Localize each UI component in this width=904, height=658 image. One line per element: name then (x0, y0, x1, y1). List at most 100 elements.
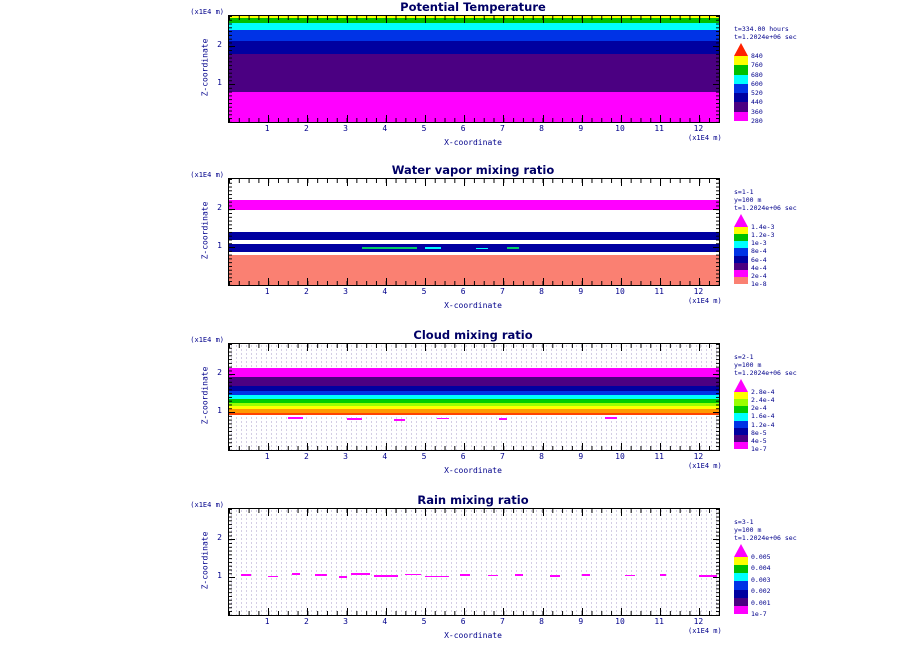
colorbar-cell (734, 434, 748, 442)
x-tick-label: 2 (303, 617, 309, 626)
x-major-tick (699, 16, 701, 23)
x-major-tick (699, 115, 701, 122)
x-major-tick (425, 344, 426, 351)
x-major-tick (621, 344, 622, 351)
x-major-tick (425, 16, 426, 23)
x-major-tick (503, 608, 505, 615)
z-unit-label: (x1E4 m) (190, 8, 224, 16)
z-axis-title: Z-coordinate (200, 38, 210, 97)
annotation-line: t=1.2024e+06 sec (734, 369, 797, 377)
colorbar-cell (734, 597, 748, 606)
contour-segment (550, 575, 561, 577)
contour-segment (487, 574, 498, 577)
contour-band (229, 386, 719, 391)
x-major-tick (307, 179, 309, 186)
colorbar-cell (734, 227, 748, 235)
z-major-tick (229, 247, 235, 249)
z-major-tick (713, 84, 719, 86)
colorbar-cell (734, 241, 748, 249)
x-tick-label: 7 (499, 124, 505, 133)
contour-band (229, 409, 719, 414)
x-major-tick (425, 443, 426, 450)
x-tick-label: 10 (615, 287, 625, 296)
x-major-tick (425, 608, 426, 615)
x-major-tick (581, 344, 583, 351)
panel-title: Rain mixing ratio (417, 493, 529, 507)
x-minor-ticks-bottom (229, 446, 719, 450)
x-major-tick (621, 179, 622, 186)
colorbar-label: 1.2e-4 (751, 420, 775, 429)
z-tick-label: 2 (217, 533, 222, 543)
x-tick-label: 11 (654, 617, 664, 626)
x-tick-label: 7 (499, 617, 505, 626)
x-tick-label: 9 (578, 124, 584, 133)
z-major-tick (229, 209, 235, 211)
x-major-tick (542, 179, 544, 186)
x-tick-label: 11 (654, 124, 664, 133)
x-tick-label: 9 (578, 617, 584, 626)
x-major-tick (464, 179, 466, 186)
colorbar-cell (734, 589, 748, 598)
x-major-tick (346, 115, 348, 122)
plot-area (228, 343, 720, 451)
colorbar-cell (734, 605, 748, 614)
colorbar-label: 760 (751, 61, 763, 70)
x-major-tick (425, 509, 426, 516)
x-major-tick (660, 16, 662, 23)
x-major-tick (464, 115, 466, 122)
contour-band (229, 244, 719, 253)
colorbar-cell (734, 420, 748, 428)
x-major-tick (268, 16, 270, 23)
contour-segment (605, 417, 618, 419)
x-tick-label: 3 (343, 617, 348, 626)
x-major-tick (581, 608, 583, 615)
contour-band (229, 22, 719, 31)
z-major-tick (713, 539, 719, 541)
colorbar-cell (734, 557, 748, 566)
x-tick-label: 2 (303, 124, 309, 133)
x-tick-label: 6 (460, 287, 466, 296)
z-major-tick (229, 577, 235, 579)
colorbar-label: 2.8e-4 (751, 388, 775, 396)
colorbar-label: 520 (751, 89, 763, 98)
x-major-tick (307, 344, 309, 351)
contour-band (229, 91, 719, 122)
x-minor-ticks-top (229, 179, 719, 183)
x-major-tick (464, 509, 466, 516)
x-major-tick (581, 509, 583, 516)
contour-segment (287, 417, 304, 419)
x-tick-label: 1 (264, 452, 270, 461)
colorbar-arrow (734, 43, 748, 56)
x-major-tick (621, 509, 622, 516)
z-major-tick (713, 412, 719, 414)
colorbar-label: 0.001 (751, 598, 771, 607)
x-major-tick (503, 443, 505, 450)
x-major-tick (542, 443, 544, 450)
z-axis-title: Z-coordinate (200, 201, 210, 260)
panel-title: Potential Temperature (400, 0, 546, 14)
x-tick-label: 3 (343, 287, 348, 296)
x-major-tick (542, 344, 544, 351)
x-tick-label: 11 (654, 452, 664, 461)
x-tick-label: 12 (693, 287, 704, 296)
x-tick-label: 1 (264, 287, 270, 296)
x-tick-label: 6 (460, 124, 466, 133)
colorbar-cell (734, 276, 748, 284)
contour-segment (393, 418, 406, 421)
colorbar-label: 1.6e-4 (751, 412, 775, 421)
colorbar-label: 1e-3 (751, 239, 767, 248)
x-major-tick (268, 608, 270, 615)
contour-band (229, 406, 719, 410)
contour-band (229, 367, 719, 377)
colorbar-label: 280 (751, 117, 763, 125)
x-major-tick (581, 115, 583, 122)
x-major-tick (542, 278, 544, 285)
contour-segment (699, 575, 718, 577)
x-major-tick (581, 16, 583, 23)
x-major-tick (268, 509, 270, 516)
colorbar-label: 4e-4 (751, 263, 767, 272)
x-major-tick (699, 509, 701, 516)
z-tick-label: 1 (217, 78, 222, 88)
x-major-tick (385, 16, 387, 23)
plot-area (228, 178, 720, 286)
